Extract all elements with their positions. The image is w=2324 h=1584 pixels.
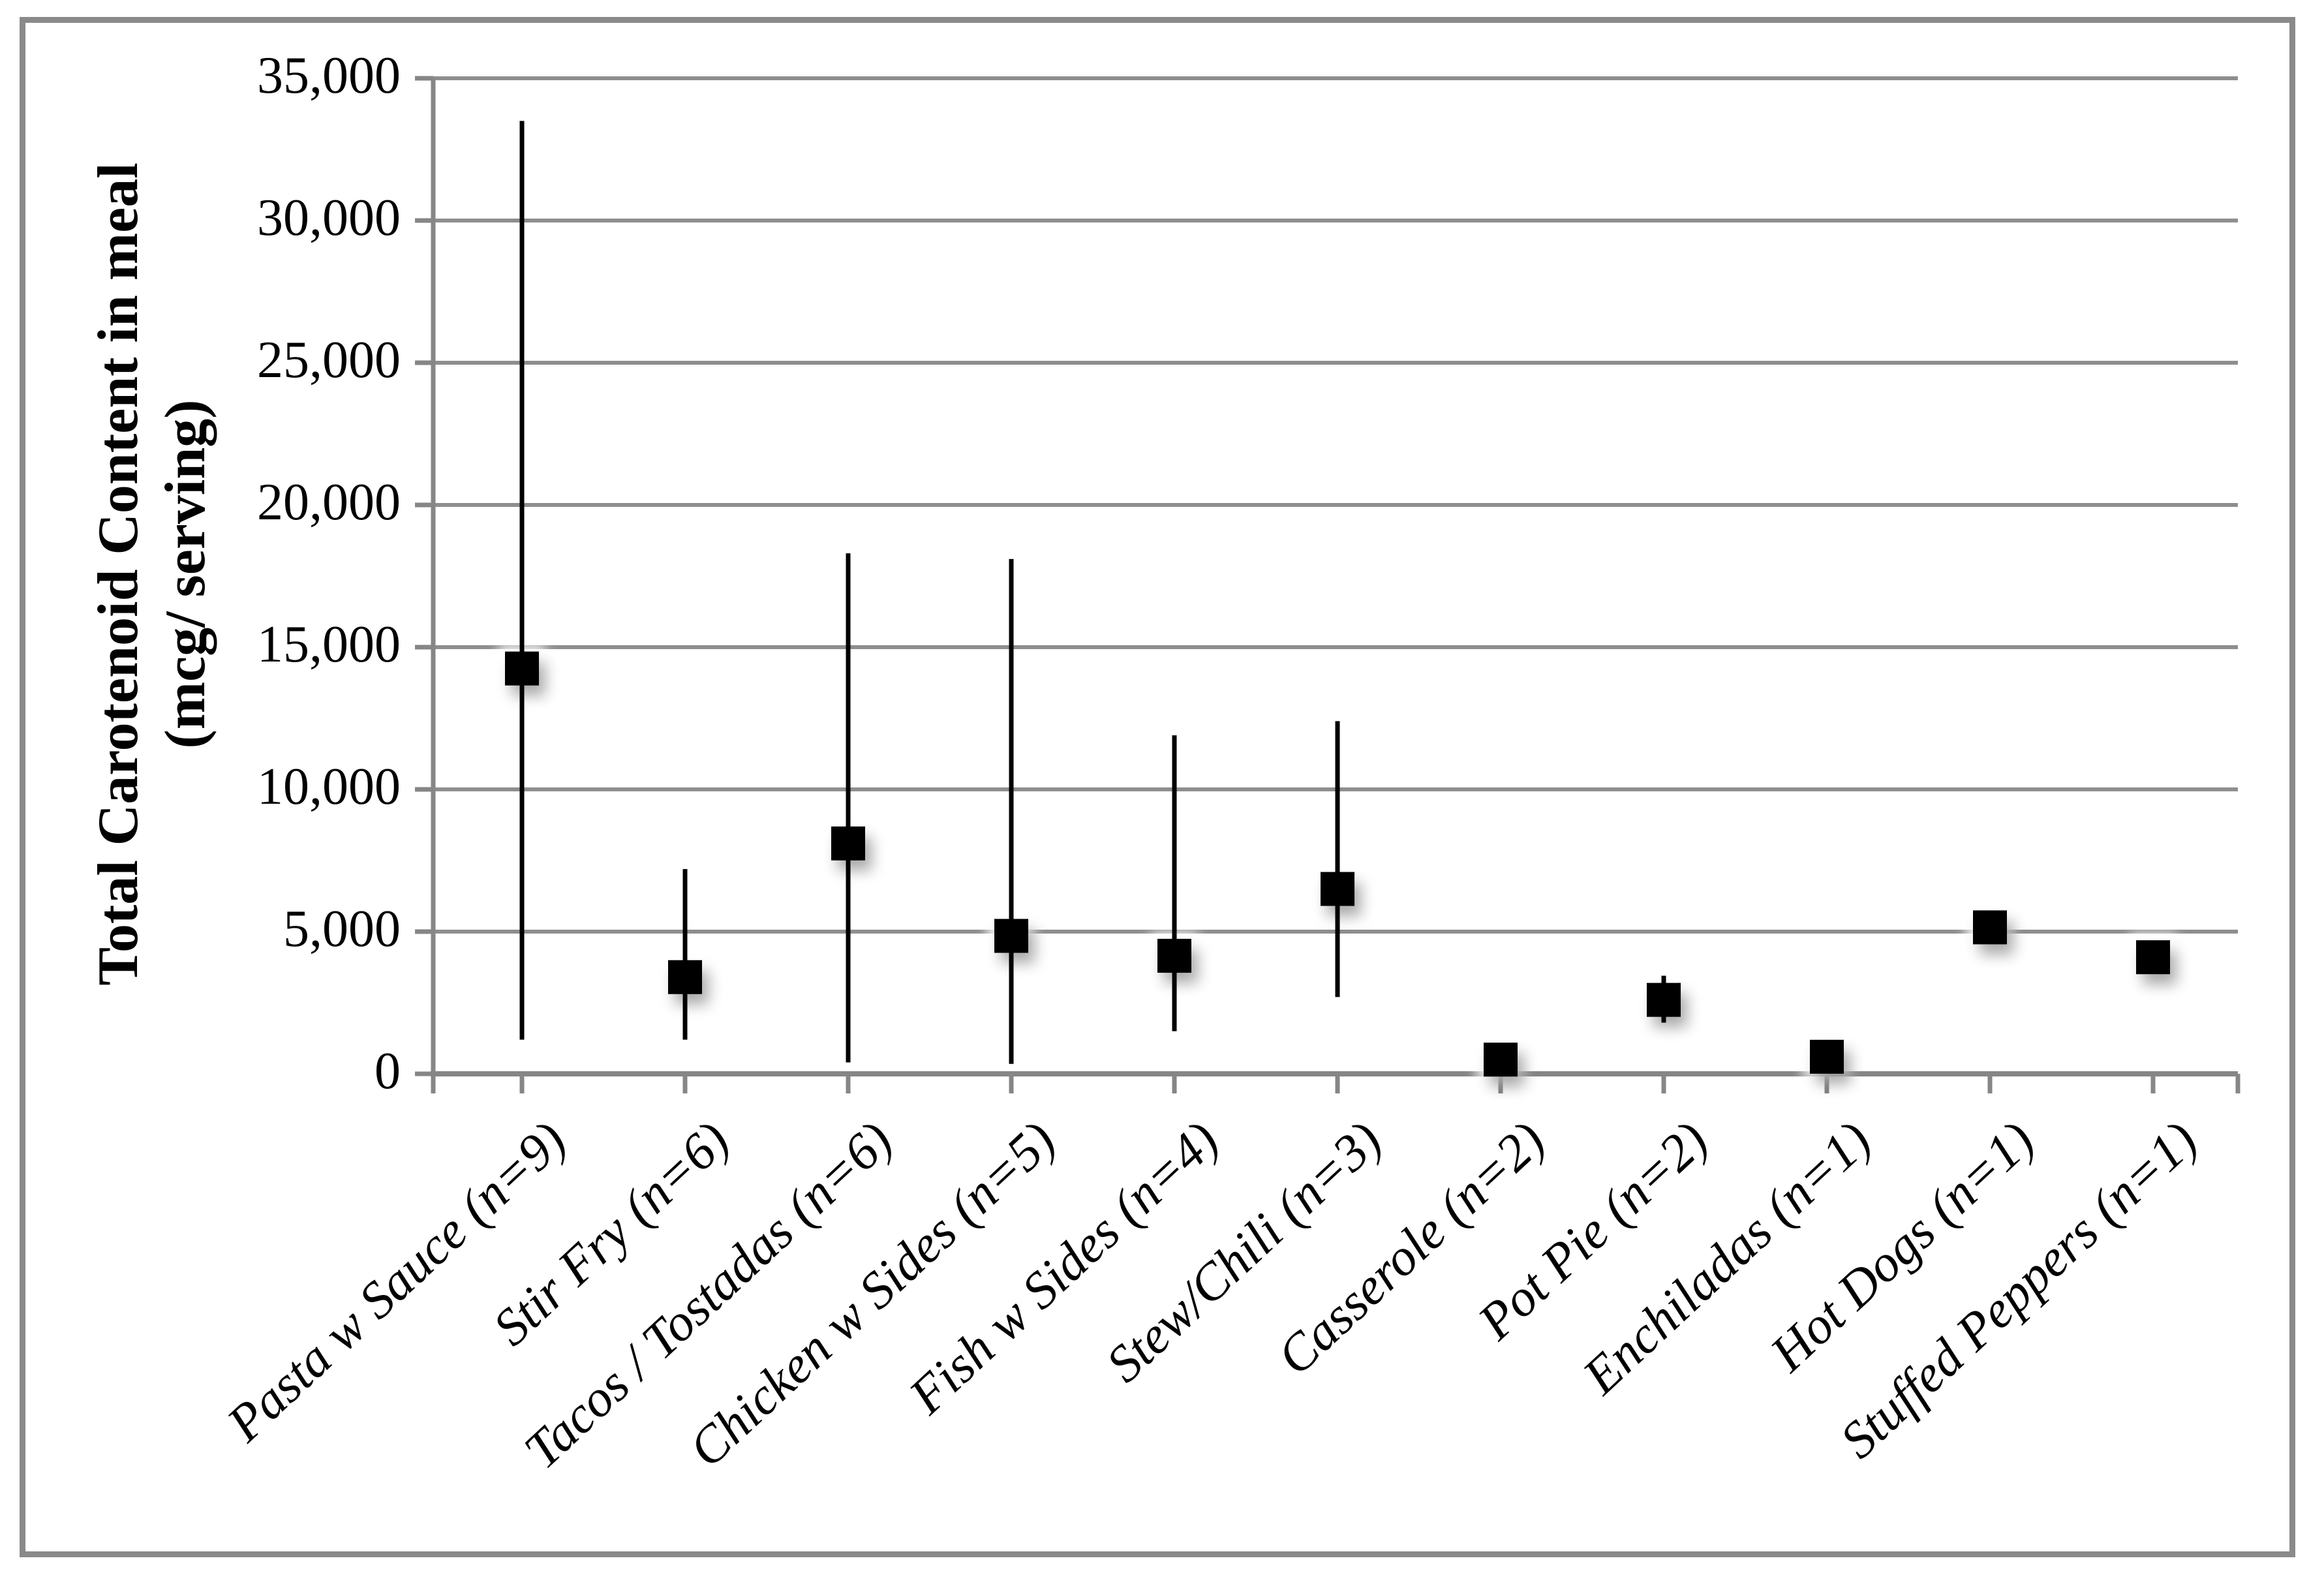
series-point-group: [662, 869, 709, 1040]
series-point-group: [1803, 1033, 1850, 1084]
series-point-group: [1314, 721, 1361, 998]
data-point-marker: [1973, 910, 2007, 945]
y-axis-title-line2: (mcg/ serving): [154, 399, 217, 749]
y-tick-label: 35,000: [257, 46, 401, 104]
data-point-marker: [1157, 939, 1191, 973]
data-point-marker: [831, 826, 865, 861]
data-point-marker: [994, 919, 1028, 953]
series-point-group: [988, 558, 1035, 1064]
y-tick-label: 20,000: [257, 473, 401, 531]
series-point-group: [1477, 1036, 1524, 1088]
y-tick-label: 15,000: [257, 615, 401, 673]
series-point-group: [1151, 735, 1198, 1031]
data-point-marker: [1647, 982, 1681, 1017]
y-axis-title-line1: Total Carotenoid Content in meal: [87, 162, 150, 986]
series-point-group: [825, 553, 872, 1063]
y-axis-title: Total Carotenoid Content in meal (mcg/ s…: [85, 13, 219, 1135]
y-tick-label: 5,000: [283, 900, 401, 958]
y-tick-label: 10,000: [257, 757, 401, 815]
y-tick-label: 30,000: [257, 189, 401, 247]
chart-border: [20, 17, 2295, 1557]
series-point-group: [1640, 975, 1687, 1028]
data-point-marker: [2136, 940, 2170, 975]
series-point-group: [2130, 934, 2177, 985]
data-point-marker: [1321, 872, 1354, 906]
series-point-group: [1966, 904, 2013, 955]
data-point-marker: [505, 651, 539, 686]
data-point-marker: [1484, 1043, 1518, 1077]
y-tick-label: 25,000: [257, 331, 401, 389]
series-point-group: [498, 121, 545, 1040]
data-point-marker: [668, 960, 702, 994]
y-tick-label: 0: [375, 1042, 401, 1100]
data-point-marker: [1810, 1039, 1844, 1074]
